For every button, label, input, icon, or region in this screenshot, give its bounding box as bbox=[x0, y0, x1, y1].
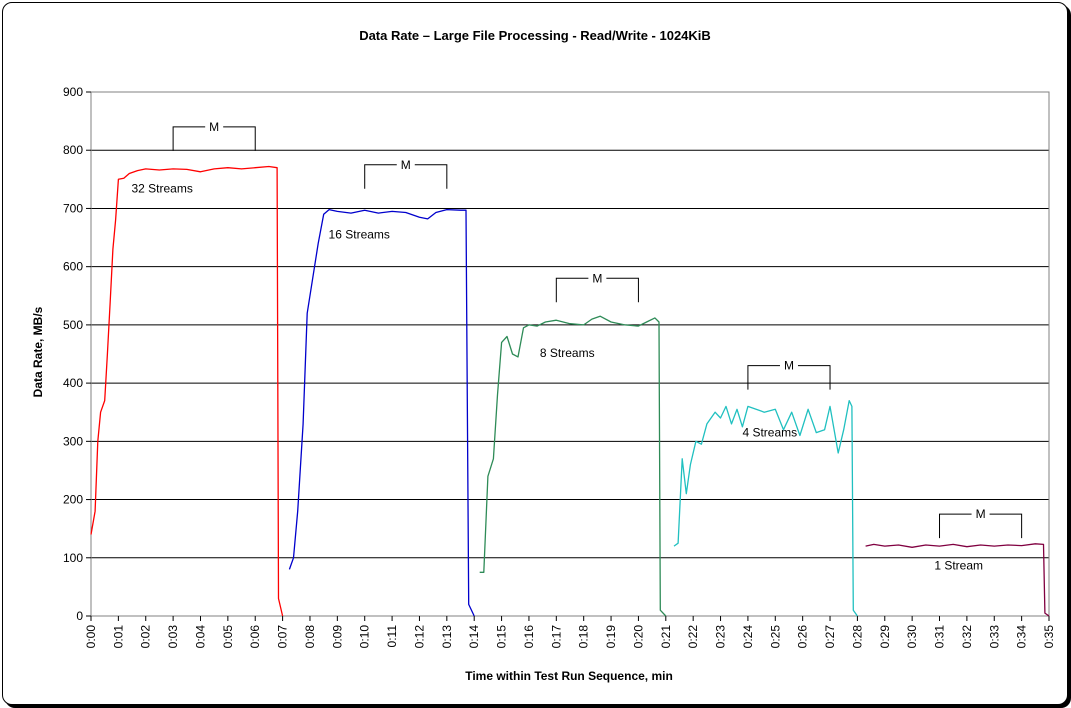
series-line-4 bbox=[865, 543, 1050, 617]
series-line-0 bbox=[90, 165, 284, 617]
x-tick-label: 0:07 bbox=[276, 625, 290, 649]
x-axis-title: Time within Test Run Sequence, min bbox=[465, 669, 673, 683]
x-tick-label: 0:01 bbox=[111, 625, 125, 649]
x-tick-label: 0:23 bbox=[714, 625, 728, 649]
x-tick-label: 0:19 bbox=[604, 625, 618, 649]
bracket-line bbox=[172, 126, 256, 151]
x-tick-label: 0:14 bbox=[467, 625, 481, 649]
bracket-label: M bbox=[976, 507, 986, 521]
bracket-line bbox=[939, 513, 1023, 539]
series-line-1 bbox=[288, 208, 475, 617]
x-tick-label: 0:34 bbox=[1015, 625, 1029, 649]
x-axis-ticks: 0:00 0:01 0:02 0:03 0:04 0:05 0:06 0:07 0:08 0:09… bbox=[84, 616, 1056, 648]
y-tick-label: 800 bbox=[63, 143, 83, 157]
x-tick-label: 0:32 bbox=[960, 625, 974, 649]
x-tick-label: 0:05 bbox=[221, 625, 235, 649]
x-tick-label: 0:18 bbox=[577, 625, 591, 649]
x-tick-label: 0:02 bbox=[139, 625, 153, 649]
x-tick-label: 0:24 bbox=[741, 625, 755, 649]
m-bracket-4: M bbox=[939, 507, 1023, 539]
y-tick-label: 200 bbox=[63, 493, 83, 507]
gridlines bbox=[91, 149, 1049, 559]
series-label-4: 1 Stream bbox=[934, 558, 983, 572]
y-tick-label: 100 bbox=[63, 551, 83, 565]
bracket-label: M bbox=[209, 120, 219, 134]
series-label-0: 32 Streams bbox=[131, 182, 192, 196]
series-label-1: 16 Streams bbox=[329, 228, 390, 242]
y-tick-label: 700 bbox=[63, 201, 83, 215]
x-tick-label: 0:13 bbox=[440, 625, 454, 649]
x-tick-label: 0:21 bbox=[659, 625, 673, 649]
m-bracket-2: M bbox=[555, 271, 639, 303]
x-tick-label: 0:30 bbox=[905, 625, 919, 649]
x-tick-label: 0:09 bbox=[330, 625, 344, 649]
x-tick-label: 0:25 bbox=[768, 625, 782, 649]
bracket-label: M bbox=[592, 271, 602, 285]
x-tick-label: 0:12 bbox=[412, 625, 426, 649]
x-tick-label: 0:20 bbox=[631, 625, 645, 649]
x-tick-label: 0:29 bbox=[878, 625, 892, 649]
series-label-2: 8 Streams bbox=[540, 346, 595, 360]
x-tick-label: 0:17 bbox=[549, 625, 563, 649]
y-axis-ticks: 0 100 200 300 400 500 600 700 800 900 bbox=[63, 85, 91, 623]
bracket-line bbox=[555, 277, 639, 303]
bracket-line bbox=[747, 365, 831, 390]
m-bracket-3: M bbox=[747, 359, 831, 390]
series-line-2 bbox=[479, 315, 667, 617]
x-tick-label: 0:03 bbox=[166, 625, 180, 649]
x-tick-label: 0:33 bbox=[987, 625, 1001, 649]
bracket-label: M bbox=[784, 359, 794, 373]
y-tick-label: 600 bbox=[63, 260, 83, 274]
x-tick-label: 0:16 bbox=[522, 625, 536, 649]
x-tick-label: 0:04 bbox=[193, 625, 207, 649]
x-tick-label: 0:11 bbox=[385, 625, 399, 648]
y-tick-label: 900 bbox=[63, 85, 83, 99]
y-tick-label: 0 bbox=[76, 609, 83, 623]
bracket-line bbox=[364, 164, 448, 189]
y-tick-label: 500 bbox=[63, 318, 83, 332]
x-tick-label: 0:06 bbox=[248, 625, 262, 649]
series-lines: 32 Streams 16 Streams 8 Streams 4 Streams 1 … bbox=[90, 165, 1050, 617]
measurement-brackets: M M M M M bbox=[172, 120, 1023, 539]
y-tick-label: 400 bbox=[63, 376, 83, 390]
m-bracket-0: M bbox=[172, 120, 256, 151]
x-tick-label: 0:08 bbox=[303, 625, 317, 649]
series-label-3: 4 Streams bbox=[742, 426, 797, 440]
x-tick-label: 0:27 bbox=[823, 625, 837, 649]
bracket-label: M bbox=[401, 158, 411, 172]
x-tick-label: 0:22 bbox=[686, 625, 700, 649]
y-tick-label: 300 bbox=[63, 434, 83, 448]
m-bracket-1: M bbox=[364, 158, 448, 189]
x-tick-label: 0:35 bbox=[1042, 625, 1056, 649]
plot-area bbox=[90, 91, 1050, 617]
x-tick-label: 0:15 bbox=[495, 625, 509, 649]
x-tick-label: 0:00 bbox=[84, 625, 98, 649]
y-axis-title: Data Rate, MB/s bbox=[31, 306, 45, 397]
x-tick-label: 0:26 bbox=[796, 625, 810, 649]
x-tick-label: 0:28 bbox=[850, 625, 864, 649]
x-tick-label: 0:31 bbox=[933, 625, 947, 649]
x-tick-label: 0:10 bbox=[358, 625, 372, 649]
chart-title: Data Rate – Large File Processing - Read… bbox=[359, 28, 711, 43]
series-line-3 bbox=[673, 399, 858, 617]
